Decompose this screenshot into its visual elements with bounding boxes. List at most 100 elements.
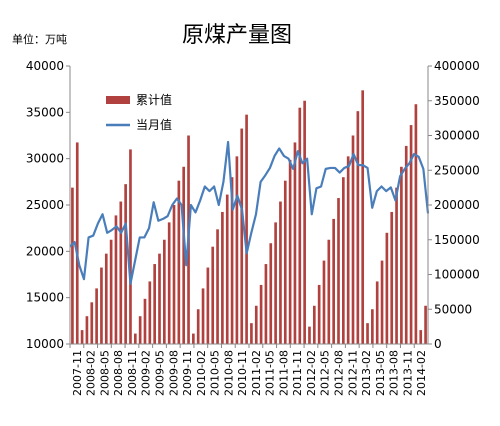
x-tick-label: 2008-05 [98,350,111,396]
bar [163,239,166,344]
right-tick-label: 350000 [434,94,480,108]
bar [404,145,408,344]
right-tick-label: 400000 [434,59,480,73]
right-tick-label: 100000 [434,268,480,282]
bar [274,222,277,345]
right-tick-label: 0 [434,337,442,351]
bar [206,267,210,344]
bar [216,229,219,344]
x-tick-label: 2011-05 [264,350,277,396]
x-axis-ticks: 2007-11 2008-02 2008-05 2008-08 2008-11 2009-… [69,344,428,396]
bar [245,114,248,345]
line-series [69,140,430,285]
bar [153,264,156,344]
bar [342,177,345,344]
x-tick-label: 2011-02 [250,350,263,396]
x-tick-label: 2009-05 [154,350,167,396]
x-tick-label: 2010-02 [195,350,208,396]
chart-axes [69,66,429,345]
x-tick-label: 2008-02 [85,350,98,396]
x-tick-label: 2012-05 [319,350,332,396]
bar [104,253,108,344]
bar [129,149,132,344]
bar [317,284,321,344]
x-tick-label: 2012-11 [346,350,359,396]
bar [167,222,171,345]
bar [172,205,176,344]
right-tick-label: 150000 [434,233,480,247]
bar [119,201,123,344]
x-tick-label: 2013-11 [401,350,414,396]
x-tick-label: 2012-02 [305,350,318,396]
right-axis-ticks: 0 50000 100000 150000 200000 250000 300000 3500… [428,59,480,351]
left-tick-label: 40000 [26,59,64,73]
bar [114,215,118,344]
bar [385,232,389,344]
bar [250,323,253,344]
bar [109,239,113,344]
left-tick-label: 30000 [26,152,64,166]
legend-line-label: 当月值 [136,117,172,132]
left-tick-label: 20000 [26,244,64,258]
left-tick-label: 35000 [26,105,64,119]
bar [259,284,263,344]
bar [85,316,89,344]
bar [75,142,79,344]
bar [351,135,355,344]
bar [424,305,427,344]
bar [400,166,403,344]
chart-title: 原煤产量图 [182,23,292,48]
bar [80,330,84,344]
bar [71,187,74,345]
bar [303,100,306,344]
bar [361,90,365,344]
bar [293,142,297,344]
bar [148,281,152,344]
x-tick-label: 2011-08 [277,350,290,396]
bar [221,211,224,344]
bar [230,177,234,344]
bar [395,187,398,345]
bar [240,128,244,344]
bar [225,194,229,344]
x-tick-label: 2007-11 [71,350,84,396]
unit-label: 单位：万吨 [12,32,67,46]
bar [133,333,137,344]
line-path [69,140,430,285]
bar [337,198,340,344]
bar [419,330,423,344]
bar [95,288,98,344]
bar [90,302,94,344]
bar [371,309,374,344]
bar [283,180,287,344]
bar [100,267,103,344]
x-tick-label: 2009-11 [181,350,194,396]
right-tick-label: 200000 [434,198,480,212]
bar [312,305,316,344]
bar [196,309,200,344]
left-tick-label: 25000 [26,198,64,212]
bar [308,326,311,345]
x-tick-label: 2010-08 [222,350,235,396]
bar [414,104,418,344]
x-tick-label: 2013-08 [388,350,401,396]
x-tick-label: 2013-02 [360,350,373,396]
x-tick-label: 2013-05 [374,350,387,396]
bar [182,166,186,344]
bar [356,111,360,344]
bar [366,323,369,344]
bar [346,156,350,344]
x-tick-label: 2008-11 [126,350,139,396]
right-tick-label: 250000 [434,163,480,177]
left-tick-label: 15000 [26,291,64,305]
x-tick-label: 2011-11 [291,350,304,396]
x-tick-label: 2010-05 [209,350,222,396]
x-tick-label: 2010-11 [236,350,249,396]
legend-bar-swatch [106,96,130,104]
x-tick-label: 2014-02 [415,350,428,396]
bar [201,288,205,344]
bar [235,156,239,344]
left-axis-ticks: 10000 15000 20000 25000 30000 35000 40000 [26,59,70,351]
